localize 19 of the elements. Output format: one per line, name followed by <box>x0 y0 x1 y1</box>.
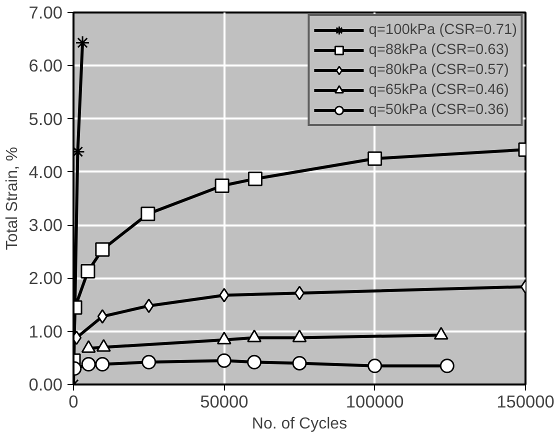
x-axis-title: No. of Cycles <box>252 416 348 432</box>
y-tick-label: 7.00 <box>28 2 63 22</box>
y-tick-label: 4.00 <box>28 162 63 182</box>
legend-label: q=65kPa (CSR=0.46) <box>368 81 509 99</box>
x-tick-label: 50000 <box>200 392 248 412</box>
y-tick-label: 1.00 <box>28 321 63 342</box>
legend-label: q=100kPa (CSR=0.71) <box>368 21 517 39</box>
x-tick-label: 0 <box>68 392 78 412</box>
x-tick-label: 100000 <box>346 392 404 412</box>
legend-label: q=88kPa (CSR=0.63) <box>368 41 509 59</box>
y-axis-title: Total Strain, % <box>4 146 21 250</box>
y-tick-label: 2.00 <box>28 268 63 288</box>
legend-label: q=80kPa (CSR=0.57) <box>368 61 509 79</box>
y-tick-label: 6.00 <box>28 56 63 76</box>
y-tick-label: 3.00 <box>28 215 63 236</box>
legend-label: q=50kPa (CSR=0.36) <box>368 101 509 119</box>
y-tick-label: 5.00 <box>28 108 63 129</box>
y-tick-label: 0.00 <box>28 374 63 394</box>
x-tick-label: 150000 <box>496 392 554 412</box>
